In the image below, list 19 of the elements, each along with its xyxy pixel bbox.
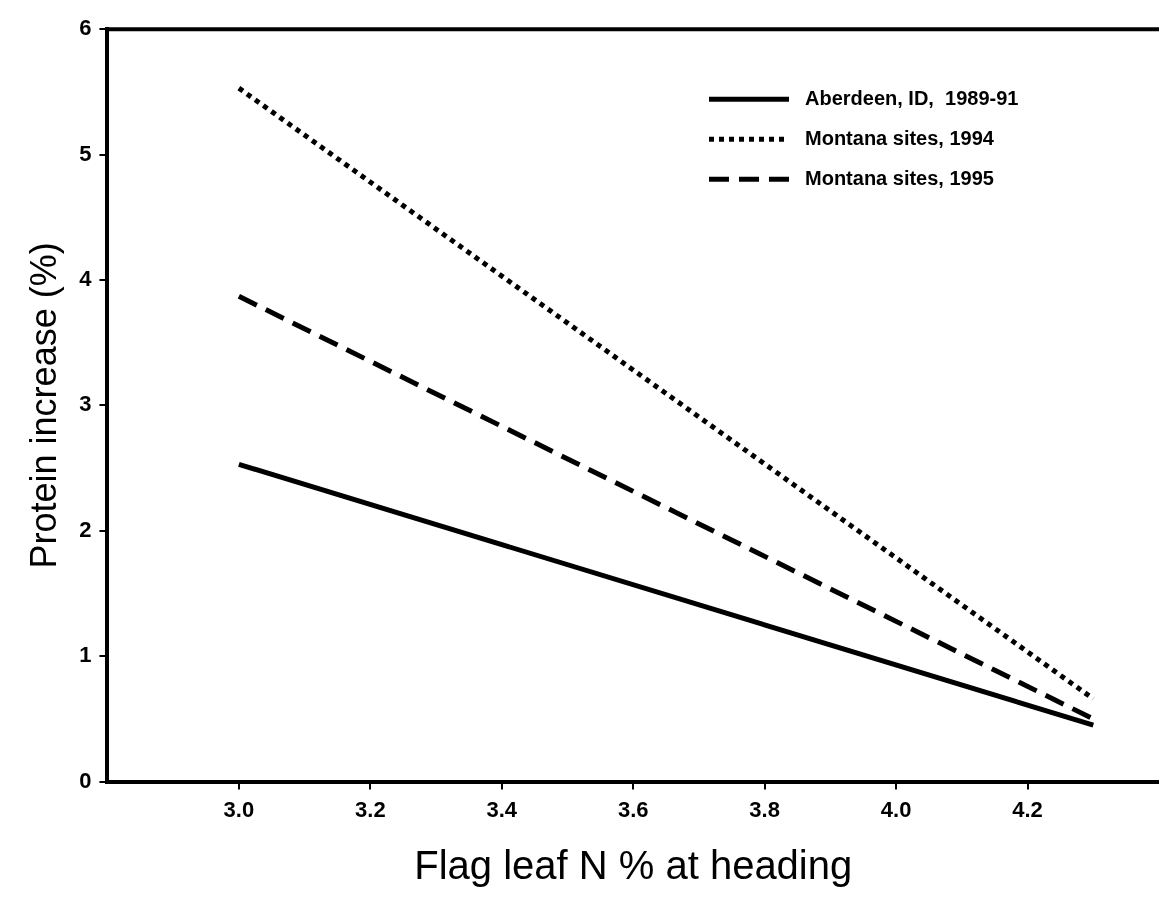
y-tick-label: 1 (79, 642, 92, 668)
x-tick-label: 4.0 (880, 796, 912, 822)
y-tick-label: 3 (79, 391, 92, 417)
y-tick-label: 0 (79, 767, 92, 793)
x-tick-label: 3.8 (749, 796, 780, 822)
x-tick-label: 3.6 (617, 796, 649, 822)
y-tick-label: 2 (79, 516, 92, 542)
x-tick-label: 4.2 (1012, 796, 1043, 822)
y-axis-title: Protein increase (%) (22, 242, 64, 569)
x-tick-label: 3.0 (223, 796, 255, 822)
legend-label: Montana sites, 1995 (805, 166, 994, 189)
y-tick-label: 5 (79, 140, 92, 166)
y-tick-label: 4 (79, 266, 93, 292)
x-tick-label: 3.2 (355, 796, 386, 822)
legend-label: Aberdeen, ID, 1989-91 (805, 86, 1019, 109)
x-tick-label: 3.4 (486, 796, 518, 822)
y-tick-label: 6 (79, 15, 92, 41)
legend-label: Montana sites, 1994 (805, 126, 995, 149)
x-axis-title: Flag leaf N % at heading (414, 843, 853, 888)
